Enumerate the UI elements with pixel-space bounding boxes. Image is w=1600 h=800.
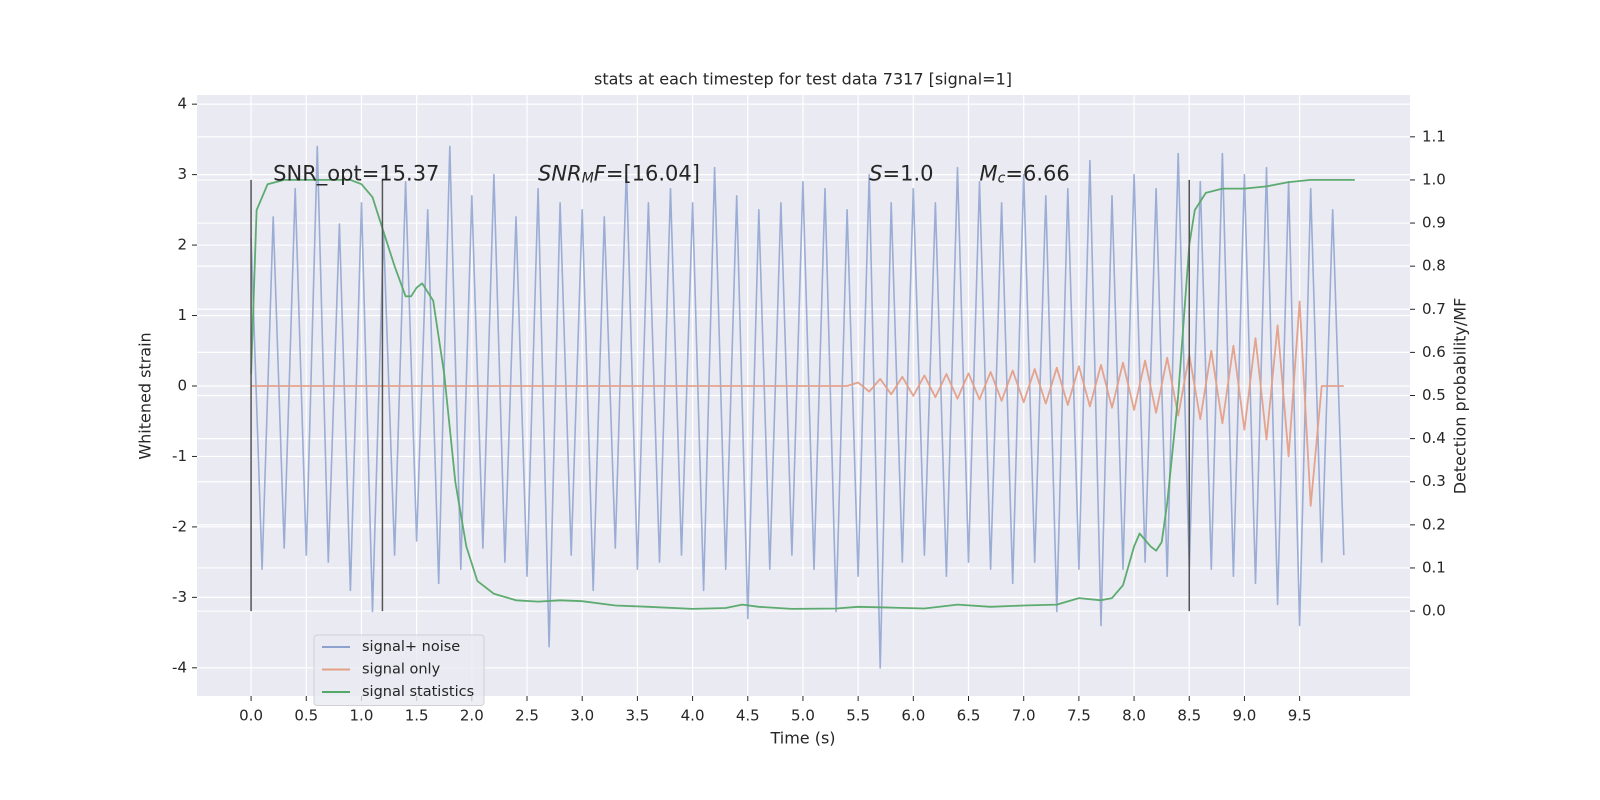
y-tick-label: 2 (177, 236, 187, 254)
annotation: Mc=6.66 (980, 162, 1070, 187)
y2-tick-label: 0.5 (1422, 386, 1446, 404)
x-tick-label: 0.0 (239, 707, 263, 725)
legend-box (313, 634, 485, 706)
y-axis-label: Whitened strain (136, 332, 155, 459)
series-line (250, 178, 1355, 610)
annotation-part: M (980, 162, 998, 186)
y2-tick-label: 0.9 (1422, 214, 1446, 232)
legend-label: signal statistics (362, 684, 474, 700)
y2-tick-label: 0.4 (1422, 429, 1446, 447)
x-tick-label: 5.5 (846, 707, 870, 725)
y-tick-label: 4 (177, 95, 187, 113)
annotation: S=1.0 (869, 162, 933, 186)
y-tick-label: -1 (172, 447, 187, 465)
x-tick-label: 0.5 (294, 707, 318, 725)
annotation-part: S (869, 162, 882, 186)
annotation-part: SNR (538, 162, 582, 186)
x-tick-label: 1.0 (350, 707, 374, 725)
y-tick-label: 0 (177, 376, 187, 394)
x-tick-label: 6.5 (957, 707, 981, 725)
x-tick-label: 7.5 (1067, 707, 1091, 725)
x-tick-label: 3.5 (625, 707, 649, 725)
y2-tick-label: 0.6 (1422, 343, 1446, 361)
x-tick-label: 9.5 (1288, 707, 1312, 725)
legend-label: signal+ noise (362, 639, 460, 655)
annotation-part: c (998, 170, 1006, 186)
x-tick-label: 5.0 (791, 707, 815, 725)
x-tick-label: 1.5 (405, 707, 429, 725)
x-tick-label: 7.0 (1012, 707, 1036, 725)
y2-tick-label: 0.8 (1422, 257, 1446, 275)
y-tick-label: -2 (172, 517, 187, 535)
y2-tick-label: 0.0 (1422, 602, 1446, 620)
annotation-part: F (594, 162, 607, 186)
annotation-part: =[16.04] (606, 162, 700, 186)
y2-tick-label: 1.1 (1422, 127, 1446, 145)
x-tick-label: 4.0 (681, 707, 705, 725)
chart-title: stats at each timestep for test data 731… (594, 70, 1012, 89)
x-tick-label: 6.0 (901, 707, 925, 725)
y-tick-label: -3 (172, 588, 187, 606)
y-tick-label: 3 (177, 165, 187, 183)
y2-tick-label: 0.3 (1422, 472, 1446, 490)
x-tick-label: 8.0 (1122, 707, 1146, 725)
x-axis-label: Time (s) (769, 729, 835, 748)
x-tick-label: 2.5 (515, 707, 539, 725)
y-tick-label: 1 (177, 306, 187, 324)
y-tick-label: -4 (172, 658, 187, 676)
x-tick-label: 3.0 (570, 707, 594, 725)
y2-axis-label: Detection probability/MF (1451, 298, 1470, 495)
annotation-part: =1.0 (883, 162, 934, 186)
annotation-part: M (582, 170, 594, 186)
y2-tick-label: 0.7 (1422, 300, 1446, 318)
x-tick-label: 8.5 (1177, 707, 1201, 725)
annotation-part: SNR_opt=15.37 (273, 162, 439, 187)
annotation: SNRMF=[16.04] (538, 162, 700, 187)
y2-tick-label: 0.2 (1422, 515, 1446, 533)
annotation-part: =6.66 (1005, 162, 1069, 186)
annotation: SNR_opt=15.37 (273, 162, 439, 187)
legend-label: signal only (362, 662, 441, 678)
x-tick-label: 9.0 (1233, 707, 1257, 725)
x-tick-label: 2.0 (460, 707, 484, 725)
y2-tick-label: 0.1 (1422, 558, 1446, 576)
x-tick-label: 4.5 (736, 707, 760, 725)
series-line (251, 300, 1344, 507)
y2-tick-label: 1.0 (1422, 170, 1446, 188)
